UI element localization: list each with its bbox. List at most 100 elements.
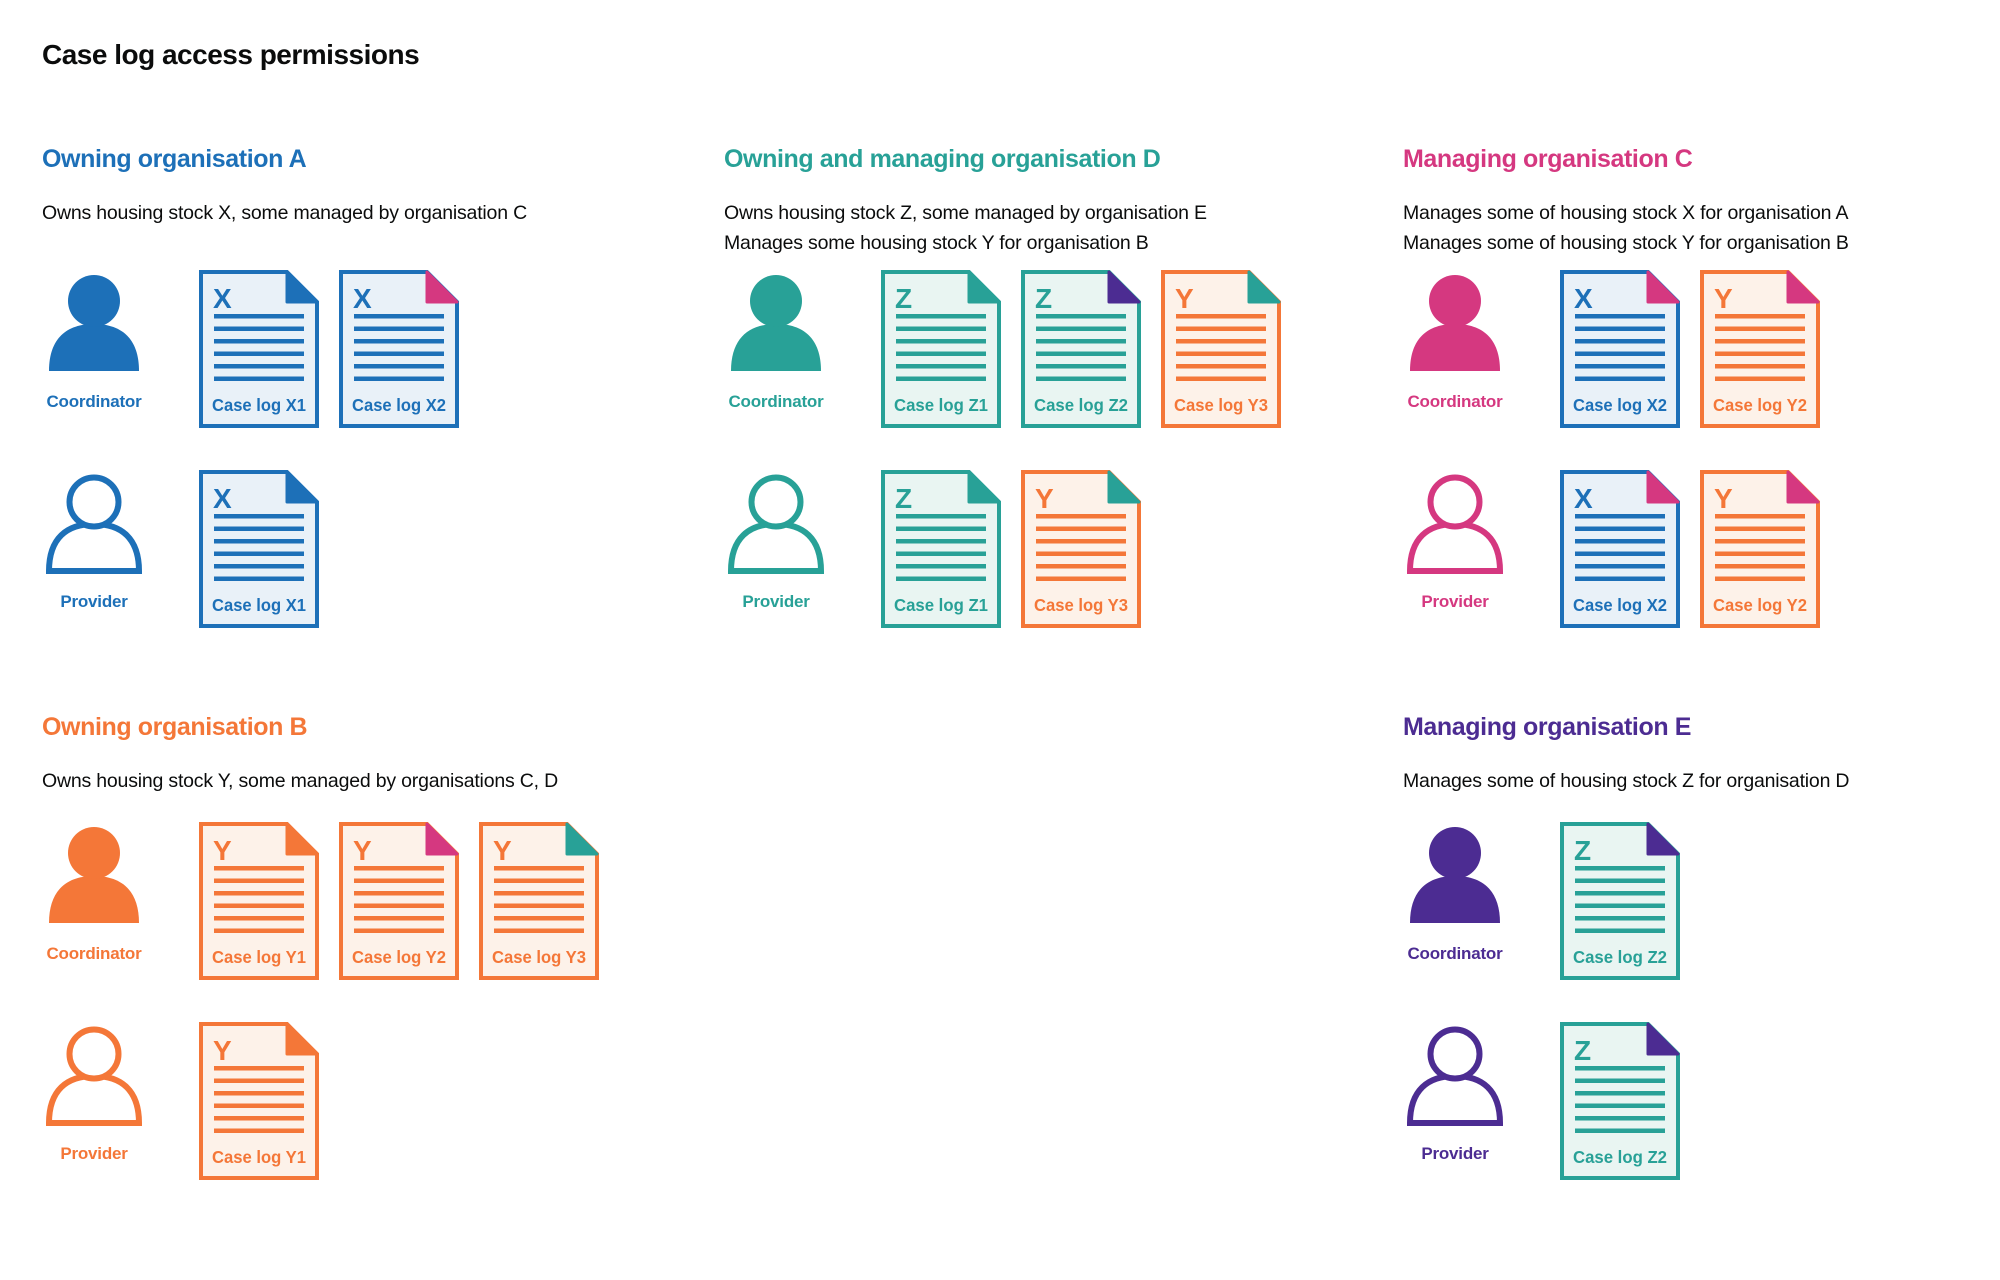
- doc-icon: Z Case log Z2: [1021, 270, 1141, 428]
- description-line: Owns housing stock Y, some managed by or…: [42, 770, 558, 792]
- doc-letter: Y: [213, 835, 232, 866]
- doc-label: Case log Y3: [1034, 595, 1128, 615]
- doc-letter: Z: [895, 483, 912, 514]
- role-label: Coordinator: [728, 392, 824, 411]
- doc-icon: Z Case log Z2: [1560, 822, 1680, 980]
- doc-page: [881, 470, 1001, 628]
- doc-fold: [1107, 270, 1141, 304]
- doc-list: Z Case log Z1 Y Case log Y3: [881, 470, 1141, 628]
- coordinator-icon: [49, 275, 139, 371]
- doc-fold: [1107, 470, 1141, 504]
- doc-page: [339, 822, 459, 980]
- doc-fold: [285, 270, 319, 304]
- provider-row: Provider Y Case log Y1: [42, 1022, 319, 1180]
- section-description: Owns housing stock X, some managed by or…: [42, 198, 732, 228]
- case-log-doc: Z Case log Z2: [1560, 1022, 1680, 1180]
- role-label: Coordinator: [46, 944, 142, 963]
- doc-page: [199, 470, 319, 628]
- doc-letter: Y: [1175, 283, 1194, 314]
- doc-icon: Y Case log Y3: [1021, 470, 1141, 628]
- doc-lines: [896, 314, 986, 381]
- provider-row: Provider X Case log X1: [42, 470, 319, 628]
- doc-icon: Y Case log Y2: [1700, 270, 1820, 428]
- provider-row: Provider Z Case log Z2: [1403, 1022, 1680, 1180]
- section-description: Manages some of housing stock X for orga…: [1403, 198, 2000, 258]
- description-line: Manages some of housing stock Z for orga…: [1403, 770, 1850, 792]
- doc-letter: Y: [353, 835, 372, 866]
- doc-label: Case log Y2: [1713, 595, 1807, 615]
- role-label: Provider: [60, 1144, 128, 1163]
- section-title: Owning and managing organisation D: [724, 145, 1161, 173]
- case-log-doc: Y Case log Y3: [479, 822, 599, 980]
- doc-label: Case log X1: [212, 395, 306, 415]
- doc-list: Y Case log Y1 Y Case log Y2 Y Case log Y…: [199, 822, 599, 980]
- doc-letter: Z: [895, 283, 912, 314]
- doc-lines: [1575, 866, 1665, 933]
- doc-list: Y Case log Y1: [199, 1022, 319, 1180]
- doc-letter: Y: [1035, 483, 1054, 514]
- case-log-doc: Y Case log Y3: [1021, 470, 1141, 628]
- doc-lines: [354, 866, 444, 933]
- doc-fold: [285, 822, 319, 856]
- doc-list: X Case log X1: [199, 470, 319, 628]
- doc-lines: [1036, 314, 1126, 381]
- doc-letter: X: [1574, 283, 1593, 314]
- person-block: Coordinator: [42, 270, 199, 428]
- role-label: Provider: [60, 592, 128, 611]
- doc-fold: [425, 270, 459, 304]
- role-label: Coordinator: [1407, 944, 1503, 963]
- doc-fold: [1646, 470, 1680, 504]
- section-description: Manages some of housing stock Z for orga…: [1403, 766, 2000, 796]
- doc-lines: [896, 514, 986, 581]
- doc-lines: [1715, 514, 1805, 581]
- doc-label: Case log Z1: [894, 595, 988, 615]
- doc-page: [199, 270, 319, 428]
- provider-icon: [727, 474, 825, 574]
- section-owning-organisation-b: Owning organisation B Owns housing stock …: [42, 712, 732, 1272]
- coordinator-row: Coordinator Z Case log Z1 Z Case log Z2 …: [724, 270, 1281, 428]
- case-log-doc: Y Case log Y1: [199, 1022, 319, 1180]
- coordinator-row: Coordinator X Case log X2 Y Case log Y2: [1403, 270, 1820, 428]
- case-log-doc: X Case log X1: [199, 270, 319, 428]
- section-managing-organisation-e: Managing organisation E Manages some of h…: [1403, 712, 2000, 1272]
- doc-icon: X Case log X2: [1560, 470, 1680, 628]
- doc-lines: [214, 1066, 304, 1133]
- doc-fold: [1786, 470, 1820, 504]
- doc-fold: [425, 822, 459, 856]
- person-block: Coordinator: [1403, 270, 1560, 428]
- doc-list: Z Case log Z1 Z Case log Z2 Y Case log Y…: [881, 270, 1281, 428]
- case-log-doc: Y Case log Y2: [1700, 470, 1820, 628]
- description-line: Manages some of housing stock X for orga…: [1403, 202, 1849, 224]
- doc-icon: Y Case log Y2: [1700, 470, 1820, 628]
- person-block: Coordinator: [42, 822, 199, 980]
- coordinator-row: Coordinator Y Case log Y1 Y Case log Y2 …: [42, 822, 599, 980]
- doc-label: Case log Y2: [352, 947, 446, 967]
- doc-icon: X Case log X1: [199, 470, 319, 628]
- doc-label: Case log Y1: [212, 1147, 306, 1167]
- doc-label: Case log Z2: [1573, 947, 1667, 967]
- doc-lines: [214, 866, 304, 933]
- case-log-doc: Z Case log Z1: [881, 270, 1001, 428]
- doc-page: [1021, 270, 1141, 428]
- doc-icon: Z Case log Z1: [881, 470, 1001, 628]
- doc-label: Case log X2: [352, 395, 446, 415]
- provider-icon: [45, 474, 143, 574]
- doc-fold: [565, 822, 599, 856]
- doc-label: Case log X2: [1573, 595, 1667, 615]
- doc-label: Case log Y1: [212, 947, 306, 967]
- section-owning-and-managing-organisation-d: Owning and managing organisation D Owns h…: [724, 144, 1414, 704]
- doc-page: [1560, 470, 1680, 628]
- doc-letter: Z: [1574, 835, 1591, 866]
- case-log-doc: X Case log X2: [1560, 470, 1680, 628]
- section-description: Owns housing stock Y, some managed by or…: [42, 766, 732, 796]
- doc-list: Z Case log Z2: [1560, 1022, 1680, 1180]
- person-block: Coordinator: [724, 270, 881, 428]
- doc-fold: [285, 1022, 319, 1056]
- doc-icon: Y Case log Y3: [1161, 270, 1281, 428]
- page-title: Case log access permissions: [42, 39, 420, 70]
- doc-label: Case log X1: [212, 595, 306, 615]
- doc-list: X Case log X1 X Case log X2: [199, 270, 459, 428]
- coordinator-icon: [1410, 827, 1500, 923]
- coordinator-icon: [49, 827, 139, 923]
- person-block: Provider: [1403, 1022, 1560, 1180]
